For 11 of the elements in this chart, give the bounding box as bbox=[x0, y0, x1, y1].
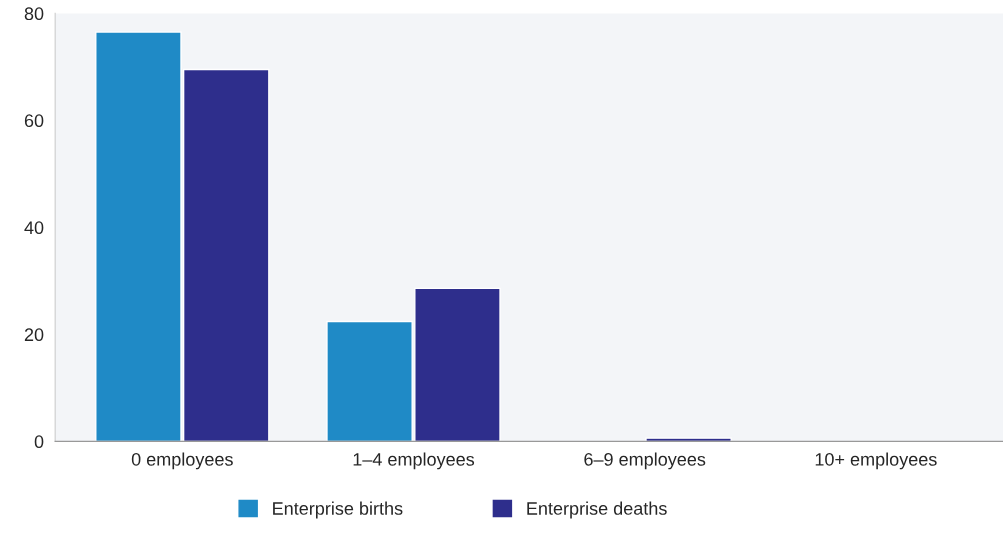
x-tick-label: 10+ employees bbox=[815, 452, 937, 470]
y-tick-label: 40 bbox=[24, 221, 44, 235]
y-tick-label: 60 bbox=[24, 114, 44, 128]
x-tick-label: 6–9 employees bbox=[584, 452, 706, 470]
legend-label: Enterprise deaths bbox=[527, 501, 667, 519]
x-tick-label: 1–4 employees bbox=[353, 452, 475, 470]
legend-label: Enterprise births bbox=[273, 501, 403, 519]
y-tick-label: 0 bbox=[34, 435, 44, 449]
y-tick-label: 80 bbox=[24, 7, 44, 21]
y-tick-label: 20 bbox=[24, 328, 44, 342]
x-tick-label: 0 employees bbox=[131, 452, 233, 470]
